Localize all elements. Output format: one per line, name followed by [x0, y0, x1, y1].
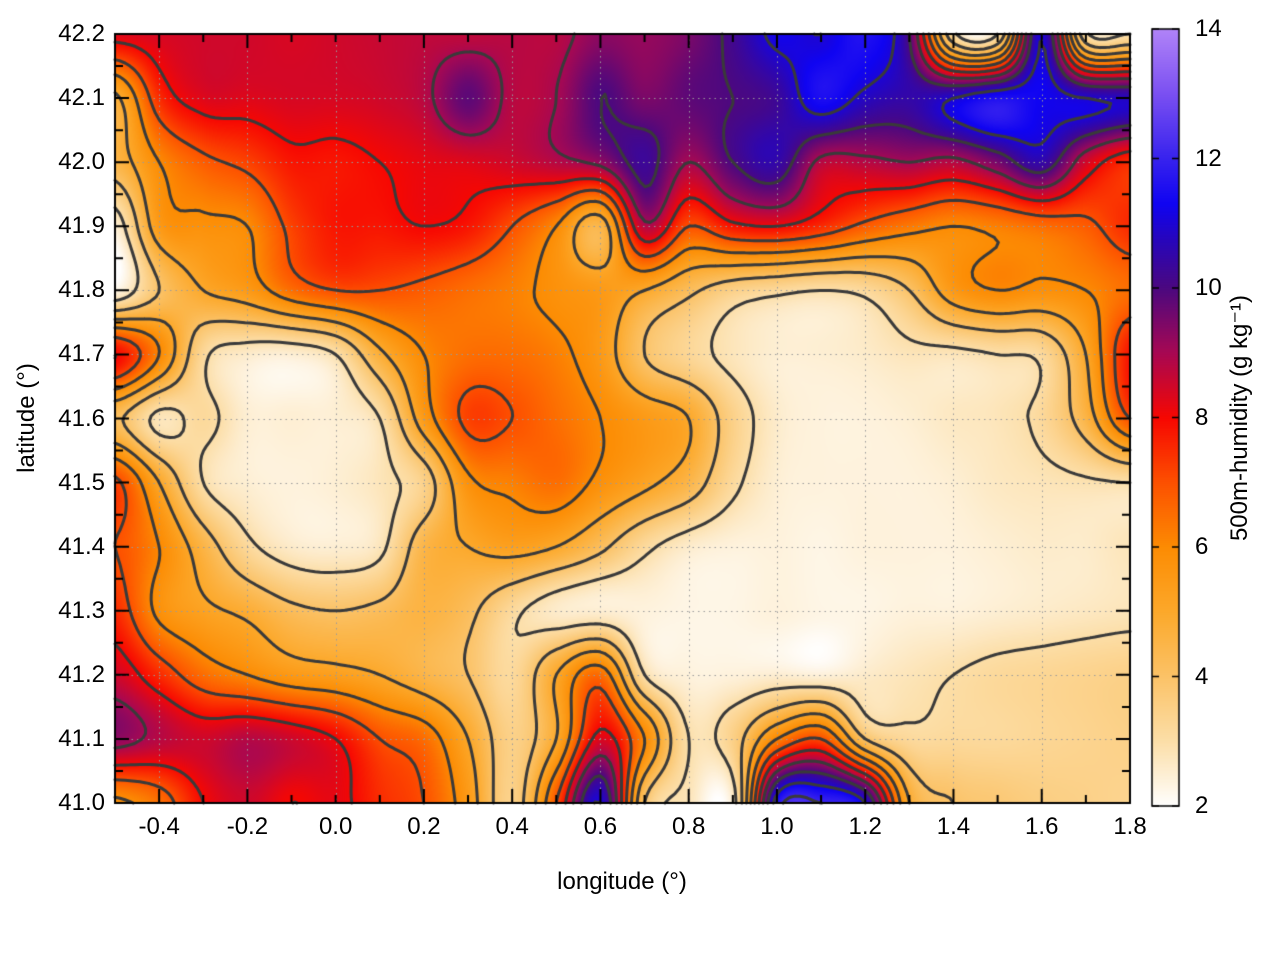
colorbar-title: 500m-humidity (g kg⁻¹) [1226, 294, 1253, 542]
y-tick-label: 41.3 [58, 596, 105, 624]
colorbar-tick-label: 6 [1195, 533, 1209, 560]
x-tick-label: -0.4 [138, 813, 180, 840]
x-axis-title: longitude (°) [557, 868, 687, 895]
x-tick-label: 0.4 [495, 813, 529, 840]
y-tick-label: 41.8 [58, 276, 105, 304]
y-tick-label: 41.5 [58, 468, 105, 496]
x-tick-label: 1.8 [1113, 813, 1147, 840]
x-tick-label: 1.6 [1025, 813, 1059, 840]
x-tick-label: 0.2 [407, 813, 441, 840]
y-tick-label: 41.1 [58, 724, 105, 752]
x-tick-label: 1.2 [848, 813, 882, 840]
x-tick-label: -0.2 [226, 813, 269, 840]
y-tick-label: 42.1 [58, 84, 105, 112]
y-tick-label: 41.6 [58, 404, 105, 432]
x-tick-label: 1.4 [936, 813, 971, 840]
y-axis-title: latitude (°) [13, 363, 40, 473]
y-tick-label: 41.7 [58, 340, 105, 368]
colorbar-tick-label: 4 [1195, 662, 1209, 690]
x-tick-label: 0.8 [672, 813, 706, 840]
colorbar-tick-label: 8 [1195, 403, 1209, 431]
y-tick-label: 42.0 [58, 148, 105, 176]
y-tick-label: 42.2 [58, 20, 105, 47]
y-tick-label: 41.4 [58, 532, 105, 560]
colorbar-tick-label: 10 [1195, 274, 1222, 301]
y-tick-label: 41.0 [58, 789, 105, 816]
colorbar-tick-label: 12 [1195, 144, 1222, 172]
colorbar-tick-label: 2 [1195, 792, 1209, 819]
x-tick-label: 0.0 [318, 813, 353, 840]
y-tick-label: 41.9 [58, 212, 105, 240]
x-tick-label: 1.0 [760, 813, 794, 840]
colorbar-tick-label: 14 [1195, 15, 1222, 42]
x-tick-label: 0.6 [583, 813, 618, 840]
y-tick-label: 41.2 [58, 660, 105, 688]
